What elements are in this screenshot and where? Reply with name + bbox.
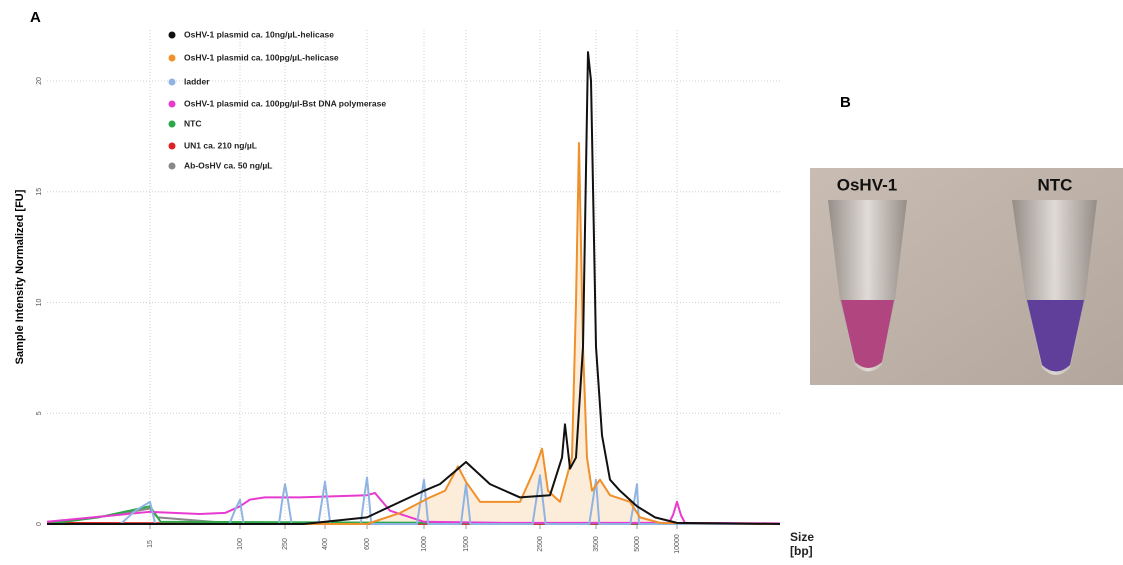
y-axis-label: Sample Intensity Normalized [FU] — [14, 189, 26, 364]
legend-marker — [168, 142, 176, 150]
legend-label: NTC — [184, 118, 201, 128]
x-tick-label: 5000 — [634, 536, 641, 552]
x-tick-label: 400 — [322, 538, 329, 550]
tube-liquid — [1027, 300, 1084, 372]
x-tick-label: 3500 — [593, 536, 600, 552]
x-tick-label: 600 — [364, 538, 371, 550]
x-tick-label: 10000 — [674, 534, 681, 554]
series-line — [47, 141, 781, 525]
photo-label: OsHV-1 — [837, 175, 897, 194]
legend-label: UN1 ca. 210 ng/µL — [184, 140, 257, 150]
series-line — [47, 51, 781, 525]
legend-marker — [168, 54, 176, 62]
x-tick-label: 250 — [282, 538, 289, 550]
series-line — [46, 505, 781, 525]
legend-label: Ab-OsHV ca. 50 ng/µL — [184, 160, 273, 170]
x-tick-label: 1000 — [421, 536, 428, 552]
panel-label: A — [30, 9, 41, 26]
legend-marker — [168, 120, 176, 128]
legend-marker — [168, 162, 176, 170]
legend-label: OsHV-1 plasmid ca. 100pg/µl-Bst DNA poly… — [184, 98, 386, 108]
legend-label: ladder — [184, 76, 210, 86]
x-tick-label: 15 — [147, 540, 154, 548]
tube-liquid — [841, 300, 894, 368]
series-line — [46, 491, 781, 525]
legend-marker — [168, 100, 176, 108]
panel-label: B — [840, 94, 851, 111]
legend-marker — [168, 78, 176, 86]
y-tick-label: 20 — [36, 77, 43, 85]
y-tick-label: 15 — [36, 188, 43, 196]
plot: 0 5 10 15 20 15 100 250 400 600 1000 1500 2500 3500 50… — [36, 29, 781, 554]
y-tick-label: 10 — [36, 298, 43, 306]
legend-label: OsHV-1 plasmid ca. 100pg/µL-helicase — [184, 52, 339, 62]
photo-label: NTC — [1038, 175, 1073, 194]
series-line — [47, 474, 780, 525]
series-area — [47, 142, 780, 524]
x-axis-label: Size [bp] — [790, 530, 815, 558]
legend-label: OsHV-1 plasmid ca. 10ng/µL-helicase — [184, 29, 334, 39]
x-tick-label: 2500 — [537, 536, 544, 552]
y-tick-label: 0 — [36, 522, 43, 526]
y-tick-label: 5 — [36, 411, 43, 415]
panel-b-photo: OsHV-1 NTC — [810, 168, 1123, 385]
x-tick-label: 1500 — [463, 536, 470, 552]
legend-marker — [168, 31, 176, 39]
x-tick-label: 100 — [237, 538, 244, 550]
